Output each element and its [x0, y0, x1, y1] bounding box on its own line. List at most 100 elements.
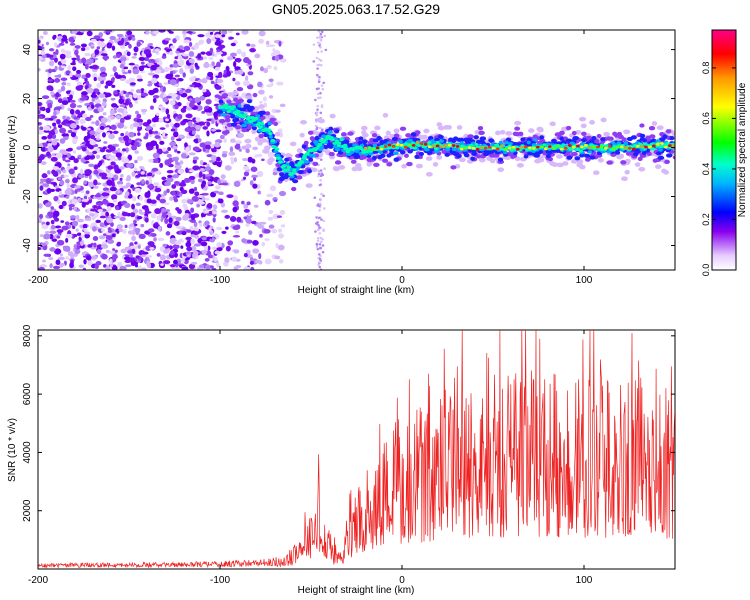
ridge-blob	[217, 95, 224, 100]
noise-speckle	[207, 245, 211, 251]
ridge-blob	[625, 158, 631, 164]
noise-speckle	[190, 261, 198, 265]
ridge-blob	[450, 165, 457, 170]
ridge-blob	[574, 156, 581, 161]
noise-speckle	[145, 30, 150, 35]
noise-speckle	[319, 111, 323, 115]
noise-speckle	[110, 161, 116, 166]
noise-speckle	[78, 236, 82, 242]
ridge-core	[367, 146, 372, 150]
noise-speckle	[193, 221, 198, 228]
noise-speckle	[246, 43, 251, 47]
noise-speckle	[66, 182, 70, 189]
noise-speckle	[131, 56, 137, 59]
ridge-blob	[425, 171, 433, 177]
noise-speckle	[206, 38, 212, 44]
ridge-blob	[623, 129, 631, 135]
noise-speckle	[76, 214, 80, 220]
noise-speckle	[191, 195, 199, 202]
noise-speckle	[71, 30, 78, 35]
noise-speckle	[82, 113, 88, 119]
noise-speckle	[218, 71, 223, 78]
ridge-blob	[308, 149, 314, 153]
ridge-blob	[571, 151, 578, 157]
noise-speckle	[77, 232, 82, 236]
noise-speckle	[249, 47, 256, 53]
noise-speckle	[174, 104, 179, 110]
noise-speckle	[322, 229, 325, 233]
noise-speckle	[266, 44, 270, 48]
snr-frame	[37, 329, 676, 570]
noise-speckle	[86, 87, 94, 94]
noise-speckle	[88, 163, 95, 168]
ridge-blob	[221, 93, 229, 98]
noise-speckle	[46, 151, 51, 157]
ridge-blob	[657, 155, 665, 160]
noise-speckle	[232, 235, 241, 238]
noise-speckle	[169, 45, 175, 49]
noise-speckle	[76, 69, 82, 74]
noise-speckle	[55, 225, 62, 229]
noise-speckle	[251, 174, 258, 179]
noise-speckle	[128, 77, 136, 83]
noise-speckle	[207, 71, 214, 77]
noise-speckle	[177, 113, 183, 120]
noise-speckle	[113, 107, 118, 111]
ridge-blob	[560, 140, 567, 145]
noise-speckle	[171, 156, 179, 162]
noise-speckle	[215, 156, 221, 162]
noise-speckle	[211, 61, 215, 66]
noise-speckle	[269, 185, 277, 192]
noise-speckle	[165, 231, 171, 236]
ridge-blob	[470, 156, 476, 161]
ridge-core	[371, 147, 376, 151]
noise-speckle	[111, 103, 118, 108]
noise-speckle	[81, 198, 89, 203]
noise-speckle	[45, 221, 50, 226]
noise-speckle	[252, 183, 258, 189]
noise-speckle	[156, 148, 163, 155]
ridge-blob	[621, 137, 627, 142]
noise-speckle	[169, 250, 175, 256]
noise-speckle	[81, 91, 88, 96]
noise-speckle	[81, 74, 86, 80]
noise-speckle	[69, 94, 73, 100]
noise-speckle	[201, 249, 208, 255]
noise-speckle	[127, 230, 133, 235]
noise-speckle	[150, 199, 157, 204]
noise-speckle	[118, 228, 124, 233]
noise-speckle	[140, 108, 148, 113]
noise-speckle	[214, 85, 222, 90]
noise-speckle	[204, 144, 212, 150]
noise-speckle	[206, 121, 210, 127]
noise-speckle	[316, 239, 320, 242]
noise-speckle	[150, 232, 157, 237]
noise-speckle	[243, 208, 250, 213]
noise-speckle	[102, 55, 110, 61]
ridge-blob	[526, 140, 531, 145]
ridge-blob	[407, 138, 414, 143]
ridge-core	[375, 146, 380, 150]
noise-speckle	[169, 264, 176, 268]
noise-speckle	[96, 46, 101, 50]
noise-speckle	[200, 183, 206, 188]
noise-speckle	[147, 184, 154, 189]
ridge-blob	[305, 183, 313, 188]
noise-speckle	[211, 118, 215, 125]
noise-speckle	[208, 57, 214, 60]
noise-speckle	[236, 48, 242, 55]
ridge-blob	[327, 130, 333, 134]
ridge-blob	[297, 148, 303, 154]
noise-speckle	[38, 115, 44, 119]
ridge-blob	[284, 168, 291, 172]
noise-speckle	[134, 100, 139, 104]
noise-speckle	[47, 211, 54, 217]
noise-speckle	[171, 184, 177, 189]
noise-speckle	[109, 222, 114, 227]
noise-speckle	[224, 165, 232, 171]
noise-speckle	[116, 224, 124, 230]
noise-speckle	[186, 246, 193, 252]
noise-speckle	[76, 56, 80, 62]
noise-speckle	[78, 84, 84, 89]
noise-speckle	[124, 224, 128, 229]
